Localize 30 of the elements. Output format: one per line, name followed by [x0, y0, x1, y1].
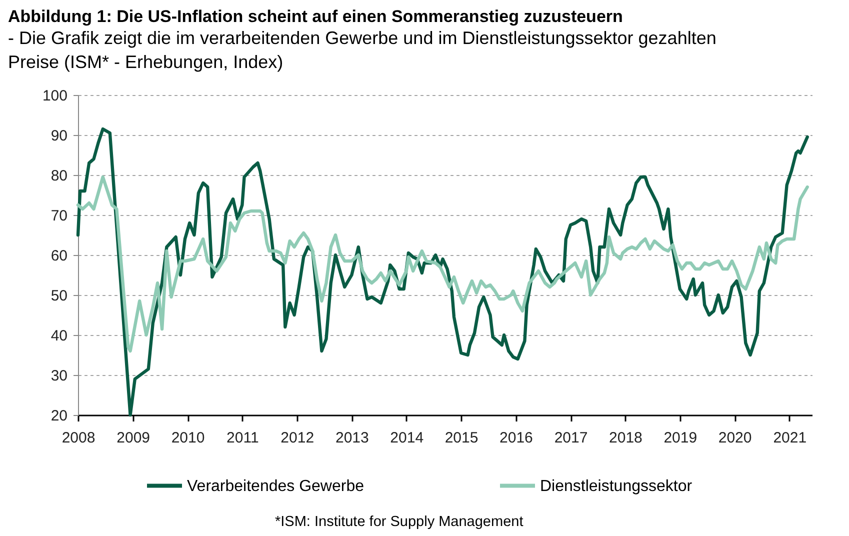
x-tick-label: 2008	[62, 430, 96, 446]
x-tick-label: 2018	[609, 430, 642, 446]
y-tick-label: 20	[50, 408, 68, 424]
y-tick-label: 40	[50, 328, 68, 344]
y-tick-label: 100	[42, 88, 68, 104]
x-tick-label: 2013	[335, 430, 369, 446]
x-tick-label: 2021	[773, 430, 807, 446]
y-tick-label: 50	[50, 288, 68, 304]
y-tick-label: 90	[50, 128, 68, 144]
x-tick-label: 2016	[500, 430, 533, 446]
y-tick-label: 60	[50, 248, 68, 264]
y-tick-label: 70	[50, 208, 68, 224]
text: *ISM: Institute for Supply Management	[275, 514, 524, 530]
x-tick-label: 2020	[718, 430, 752, 446]
x-tick-label: 2017	[554, 430, 588, 446]
y-tick-label: 30	[50, 368, 68, 384]
line-series	[76, 175, 809, 353]
legend-label: Dienstleistungssektor	[540, 478, 693, 495]
x-tick-label: 2011	[226, 430, 259, 446]
x-tick-label: 2009	[116, 430, 150, 446]
x-tick-label: 2014	[390, 430, 424, 446]
line-series	[76, 127, 809, 417]
chart-subtitle: - Die Grafik zeigt die im verarbeitenden Gewerbe und im Dienstleistungssektor gezahlten Preise (ISM* - Erhebungen, Index)	[8, 28, 716, 72]
x-tick-label: 2010	[171, 430, 205, 446]
x-tick-label: 2012	[280, 430, 314, 446]
x-tick-label: 2015	[444, 430, 478, 446]
chart-title: Abbildung 1: Die US-Inflation scheint auf einen Sommeranstieg zuzusteuern	[8, 7, 623, 26]
legend-label: Verarbeitendes Gewerbe	[187, 478, 364, 495]
y-tick-label: 80	[50, 168, 68, 184]
x-tick-label: 2019	[664, 430, 698, 446]
